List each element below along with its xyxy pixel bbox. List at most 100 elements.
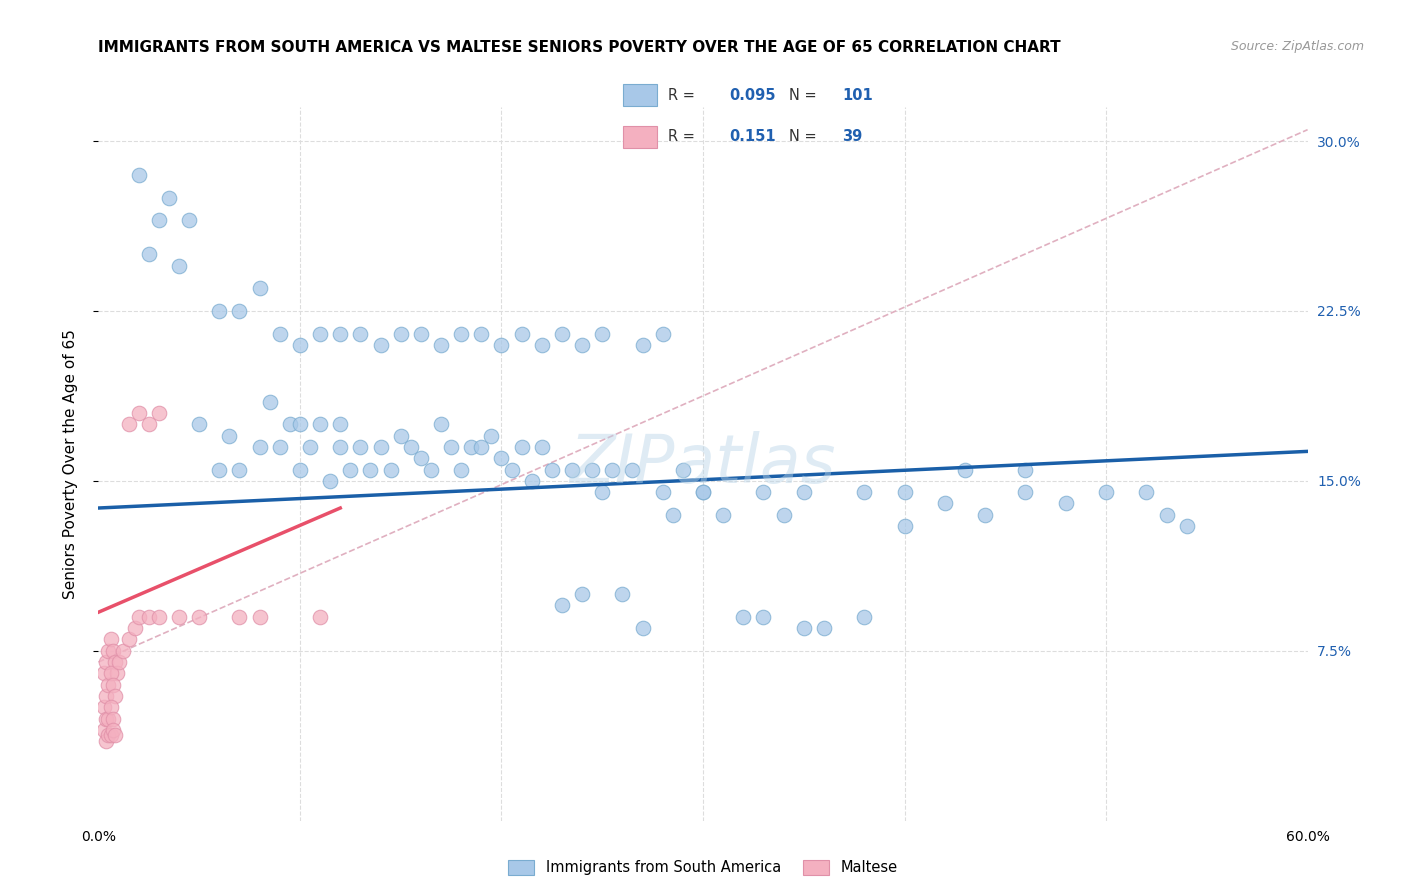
Point: [651, 326, 673, 341]
Point: [813, 621, 835, 635]
Point: [259, 394, 281, 409]
Point: [491, 451, 513, 466]
Point: [409, 326, 432, 341]
Y-axis label: Seniors Poverty Over the Age of 65: Seniors Poverty Over the Age of 65: [63, 329, 77, 599]
Point: [541, 462, 564, 476]
Point: [893, 485, 915, 500]
Point: [97, 678, 120, 692]
Point: [662, 508, 685, 522]
Point: [179, 213, 201, 227]
Point: [101, 723, 124, 737]
Point: [288, 462, 311, 476]
Point: [651, 485, 673, 500]
Point: [329, 440, 352, 454]
Point: [389, 326, 412, 341]
Point: [733, 609, 755, 624]
Point: [96, 655, 118, 669]
Point: [1135, 485, 1157, 500]
Point: [148, 406, 170, 420]
Point: [329, 326, 352, 341]
Point: [157, 191, 180, 205]
Point: [853, 485, 876, 500]
Point: [269, 326, 291, 341]
Point: [399, 440, 422, 454]
Point: [299, 440, 322, 454]
Point: [501, 462, 523, 476]
Point: [107, 655, 129, 669]
Point: [520, 474, 543, 488]
Text: IMMIGRANTS FROM SOUTH AMERICA VS MALTESE SENIORS POVERTY OVER THE AGE OF 65 CORR: IMMIGRANTS FROM SOUTH AMERICA VS MALTESE…: [98, 40, 1062, 55]
Point: [309, 326, 332, 341]
Point: [974, 508, 997, 522]
FancyBboxPatch shape: [623, 126, 657, 148]
Point: [1156, 508, 1178, 522]
Point: [228, 304, 250, 318]
Point: [420, 462, 443, 476]
Point: [612, 587, 634, 601]
Point: [188, 417, 211, 432]
Point: [450, 462, 472, 476]
Point: [138, 609, 160, 624]
Point: [249, 609, 271, 624]
Point: [470, 326, 492, 341]
Text: Source: ZipAtlas.com: Source: ZipAtlas.com: [1230, 40, 1364, 54]
Point: [793, 621, 815, 635]
Point: [360, 462, 382, 476]
Point: [167, 609, 190, 624]
Text: 39: 39: [842, 129, 862, 145]
Point: [97, 712, 120, 726]
Legend: Immigrants from South America, Maltese: Immigrants from South America, Maltese: [502, 854, 904, 881]
Point: [349, 326, 371, 341]
Point: [288, 338, 311, 352]
Point: [571, 587, 593, 601]
Point: [101, 678, 124, 692]
Point: [1095, 485, 1118, 500]
Point: [128, 406, 150, 420]
Point: [96, 689, 118, 703]
Point: [148, 609, 170, 624]
Point: [269, 440, 291, 454]
Point: [100, 727, 122, 741]
Text: N =: N =: [789, 129, 817, 145]
Point: [118, 417, 141, 432]
Point: [100, 700, 122, 714]
Point: [752, 485, 775, 500]
Point: [1175, 519, 1198, 533]
Point: [430, 417, 453, 432]
Point: [97, 727, 120, 741]
Point: [510, 326, 533, 341]
Point: [103, 727, 125, 741]
Point: [103, 689, 125, 703]
Point: [249, 281, 271, 295]
Point: [97, 644, 120, 658]
Point: [309, 609, 332, 624]
Point: [319, 474, 342, 488]
Point: [591, 485, 613, 500]
Point: [491, 338, 513, 352]
Point: [711, 508, 734, 522]
Point: [228, 609, 250, 624]
Point: [208, 304, 231, 318]
Point: [953, 462, 976, 476]
Point: [581, 462, 603, 476]
Point: [510, 440, 533, 454]
Point: [96, 712, 118, 726]
Point: [934, 496, 956, 510]
Point: [339, 462, 361, 476]
Point: [672, 462, 695, 476]
Text: 101: 101: [842, 87, 873, 103]
Point: [631, 338, 654, 352]
Point: [602, 462, 624, 476]
Point: [167, 259, 190, 273]
Point: [692, 485, 714, 500]
Point: [111, 644, 134, 658]
Point: [1014, 485, 1036, 500]
Point: [128, 609, 150, 624]
Point: [450, 326, 472, 341]
Point: [389, 428, 412, 442]
Point: [329, 417, 352, 432]
Point: [551, 599, 574, 613]
Point: [138, 247, 160, 261]
Point: [591, 326, 613, 341]
Point: [188, 609, 211, 624]
